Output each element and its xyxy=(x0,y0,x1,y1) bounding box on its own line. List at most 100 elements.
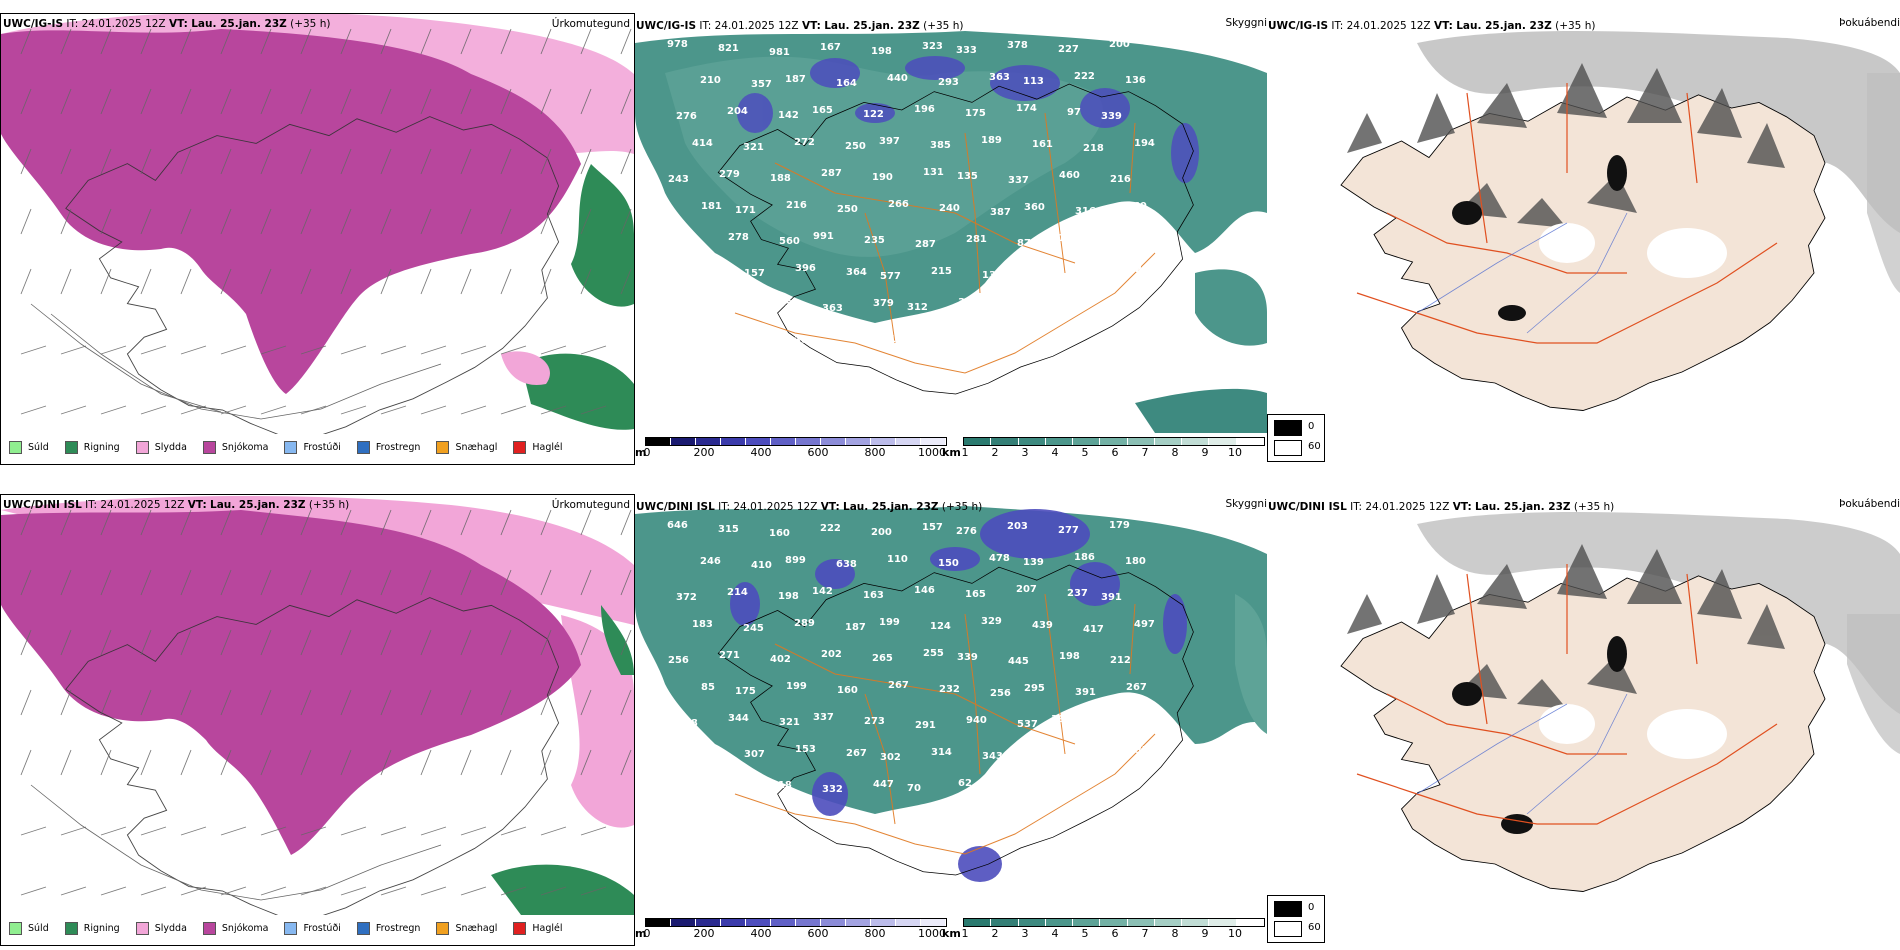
colorbar-segment xyxy=(1236,438,1264,445)
legend-label: Súld xyxy=(28,442,49,453)
fog-panel-title: Þokuábendi xyxy=(1839,17,1900,29)
ceiling-value-label: 153 xyxy=(795,744,816,755)
ceiling-value-label: 271 xyxy=(719,650,740,661)
ceiling-value-label: 379 xyxy=(873,298,894,309)
colorbar-tick-label: 1000 xyxy=(918,927,946,940)
ceiling-value-label: 560 xyxy=(779,236,800,247)
fog-dark-label: 0 xyxy=(1308,902,1315,913)
ceiling-value-label: 85 xyxy=(701,682,715,693)
ceiling-value-label: 97 xyxy=(1067,107,1081,118)
colorbar-tick-label: 200 xyxy=(693,446,715,459)
legend-label: Slydda xyxy=(154,442,187,453)
ceiling-value-label: 183 xyxy=(692,619,713,630)
colorbar-segment xyxy=(871,919,896,926)
ceiling-value-label: 870 xyxy=(1017,238,1038,249)
ceiling-value-label: 131 xyxy=(923,167,944,178)
ceiling-value-label: 363 xyxy=(989,72,1010,83)
ceiling-value-label: 272 xyxy=(794,137,815,148)
colorbar-segment xyxy=(1182,919,1210,926)
ceiling-value-label: 267 xyxy=(846,748,867,759)
legend-item: Haglél xyxy=(513,922,563,935)
ceiling-value-label: 387 xyxy=(990,207,1011,218)
legend-label: Snjókoma xyxy=(221,442,269,453)
fog-panel-bottom: Þokuábendi 0 60 xyxy=(1267,494,1900,944)
ceiling-value-label: 189 xyxy=(981,135,1002,146)
legend-label: Slydda xyxy=(154,923,187,934)
ceiling-numbers-top: 978 821 981 167 198 323 333 378 227 200 210 357 187 1… xyxy=(667,39,1156,346)
colorbar-segment xyxy=(1127,438,1155,445)
ceiling-value-label: 837 xyxy=(1111,300,1132,311)
colorbar-segment xyxy=(896,438,921,445)
ceiling-value-label: 215 xyxy=(931,266,952,277)
ceiling-value-label: 202 xyxy=(821,649,842,660)
ceiling-value-label: 337 xyxy=(813,712,834,723)
legend-swatch xyxy=(135,441,149,454)
visibility-colorbar xyxy=(963,437,1265,446)
ceiling-value-label: 175 xyxy=(965,108,986,119)
ceiling-value-label: 244 xyxy=(838,330,859,341)
legend-label: Snæhagl xyxy=(455,442,498,453)
legend-swatch xyxy=(202,922,216,935)
legend-item: Rigning xyxy=(64,441,120,454)
colorbar-tick-label: 10 xyxy=(1228,446,1242,459)
ceiling-value-label: 379 xyxy=(1135,745,1156,756)
ceiling-value-label: 991 xyxy=(813,231,834,242)
ceiling-value-label: 278 xyxy=(728,232,749,243)
legend-swatch xyxy=(513,922,527,935)
ceiling-value-label: 187 xyxy=(785,74,806,85)
ceiling-panel-bottom: 646 315 160 222 200 157 276 203 277 179 246 410 899 6… xyxy=(635,494,1267,944)
ceiling-value-label: 273 xyxy=(864,716,885,727)
colorbar-segment xyxy=(821,438,846,445)
colorbar-tick-label: 600 xyxy=(807,446,829,459)
valid-time: Lau. 25.jan. 23Z xyxy=(843,501,939,513)
ceiling-value-label: 287 xyxy=(821,168,842,179)
ceiling-value-label: 256 xyxy=(990,688,1011,699)
ceiling-value-label: 358 xyxy=(677,718,698,729)
ceiling-value-label: 187 xyxy=(845,622,866,633)
legend-item: Frostúði xyxy=(284,922,341,935)
colorbar-tick-label: 10 xyxy=(1228,927,1242,940)
legend-swatch xyxy=(513,441,527,454)
issue-label: IT: xyxy=(85,499,98,511)
colorbar-segment xyxy=(696,438,721,445)
ceiling-value-label: 255 xyxy=(923,648,944,659)
colorbar-tick-label: 3 xyxy=(1021,446,1029,459)
colorbar-tick-label: 4 xyxy=(1051,927,1059,940)
ceiling-value-label: 333 xyxy=(956,45,977,56)
ceiling-value-label: 478 xyxy=(989,553,1010,564)
ceiling-value-label: 218 xyxy=(1083,143,1104,154)
ceiling-value-label: 167 xyxy=(1033,265,1054,276)
legend-item: Snjókoma xyxy=(202,922,268,935)
ceiling-value-label: 339 xyxy=(957,652,978,663)
ceiling-value-label: 281 xyxy=(966,234,987,245)
colorbar-tick-label: 4 xyxy=(1051,446,1059,459)
valid-label: VT: xyxy=(820,501,840,513)
ceiling-value-label: 267 xyxy=(1126,682,1147,693)
ceiling-panel-title: Skyggni xyxy=(1225,17,1268,29)
model-name: UWC/IG-IS xyxy=(1268,20,1329,32)
legend-item: Rigning xyxy=(64,922,120,935)
ceiling-value-label: 190 xyxy=(872,172,893,183)
ceiling-value-label: 315 xyxy=(718,524,739,535)
legend-label: Haglél xyxy=(532,923,563,934)
ceiling-value-label: 222 xyxy=(1074,71,1095,82)
ceiling-value-label: 339 xyxy=(1101,111,1122,122)
ceiling-value-label: 439 xyxy=(1032,620,1053,631)
fog-dark-label: 0 xyxy=(1308,421,1315,432)
ceiling-value-label: 160 xyxy=(769,528,790,539)
ceiling-value-label: 638 xyxy=(836,559,857,570)
ceiling-value-label: 184 xyxy=(1084,269,1105,280)
colorbar-tick-label: 5 xyxy=(1081,446,1089,459)
ceiling-value-label: 375 xyxy=(720,776,741,787)
ceiling-value-label: 466 xyxy=(720,295,741,306)
ceiling-value-label: 171 xyxy=(735,205,756,216)
ceiling-value-label: 265 xyxy=(872,653,893,664)
ceiling-value-label: 314 xyxy=(931,747,952,758)
ceiling-value-label: 199 xyxy=(786,681,807,692)
ceiling-value-label: 214 xyxy=(727,587,748,598)
precip-panel-bottom: UWC/DINI ISL IT: 24.01.2025 12Z VT: Lau.… xyxy=(0,494,635,946)
colorbar-tick-label: 6 xyxy=(1111,927,1119,940)
ceiling-value-label: 440 xyxy=(887,73,908,84)
ceiling-value-label: 161 xyxy=(1032,139,1053,150)
ceiling-value-label: 266 xyxy=(888,199,909,210)
